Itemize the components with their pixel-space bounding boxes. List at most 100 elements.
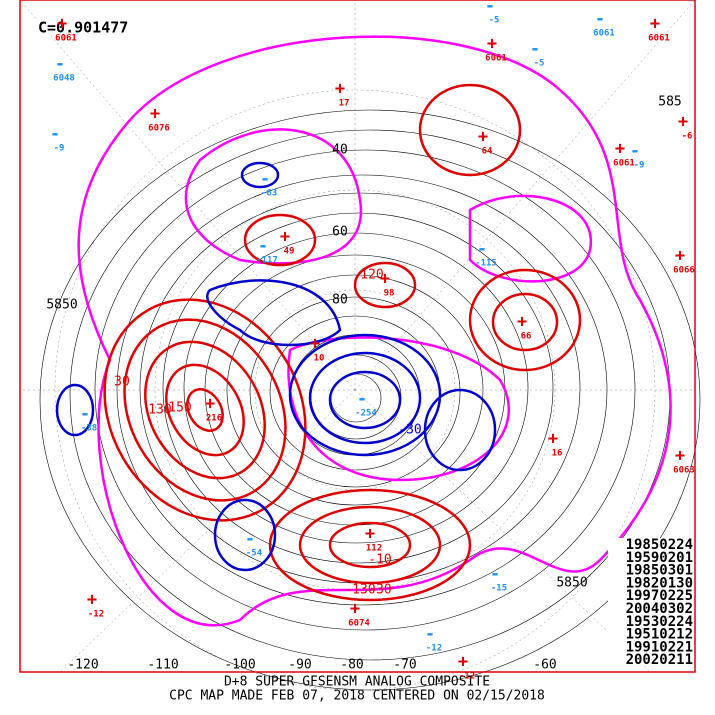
marker-label: -15: [491, 584, 507, 594]
correlation: C=0.901477: [38, 19, 128, 37]
contour-label: -10: [368, 553, 391, 568]
contour-label: -30: [398, 423, 421, 438]
contour-label: 5850: [46, 298, 77, 313]
marker-sign: +: [548, 429, 558, 449]
marker-sign: -: [490, 564, 500, 584]
marker-sign: +: [650, 14, 660, 34]
marker-label: 6074: [348, 619, 370, 629]
marker-label: -54: [246, 549, 263, 559]
analog-date: 20040302: [626, 601, 693, 617]
longitude-label: -80: [340, 658, 363, 673]
marker-sign: +: [487, 34, 497, 54]
positive-anomaly-contours: [103, 83, 582, 602]
date-box: [608, 627, 694, 641]
marker-label: 64: [482, 147, 493, 157]
marker-label: -38: [81, 424, 97, 434]
marker-sign: -: [530, 39, 540, 59]
marker-sign: -: [245, 529, 255, 549]
marker-label: 112: [366, 544, 382, 554]
marker-sign: -: [55, 54, 65, 74]
marker-label: 6048: [53, 74, 75, 84]
marker-sign: +: [150, 104, 160, 124]
marker-sign: -: [258, 236, 268, 256]
marker-sign: +: [365, 524, 375, 544]
marker-label: -5: [489, 16, 500, 26]
marker-label: 6061: [485, 54, 507, 64]
marker-sign: -: [595, 9, 605, 29]
marker-sign: +: [57, 14, 67, 34]
marker-label: -12: [459, 672, 475, 682]
date-box: [608, 614, 694, 628]
marker-sign: +: [675, 446, 685, 466]
marker-label: -115: [475, 259, 497, 269]
marker-label: -63: [261, 189, 277, 199]
marker-label: 6076: [148, 124, 170, 134]
contour-label: 80: [332, 293, 348, 308]
marker-label: -5: [534, 59, 545, 69]
longitude-label: -110: [147, 658, 178, 673]
marker-label: 49: [284, 247, 295, 257]
contour-label: 585: [658, 95, 681, 110]
marker-sign: +: [678, 112, 688, 132]
marker-label: 6061: [55, 34, 77, 44]
analog-date: 19530224: [626, 614, 693, 630]
marker-sign: +: [205, 394, 215, 414]
analog-date: 19510212: [626, 627, 693, 643]
longitude-label: -60: [533, 658, 556, 673]
footer-subtitle: CPC MAP MADE FEB 07, 2018 CENTERED ON 02…: [169, 689, 545, 704]
marker-label: 6061: [648, 34, 670, 44]
contour-label: 120: [360, 268, 383, 283]
marker-label: 17: [339, 99, 350, 109]
marker-label: 16: [552, 449, 563, 459]
marker-label: 10: [314, 354, 325, 364]
marker-sign: -: [80, 404, 90, 424]
marker-label: 6063: [673, 466, 695, 476]
marker-sign: -: [357, 389, 367, 409]
marker-label: 216: [206, 414, 222, 424]
contour-label: 60: [332, 225, 348, 240]
marker-sign: +: [335, 79, 345, 99]
date-box: [608, 640, 694, 654]
marker-label: 66: [521, 332, 532, 342]
analog-date: 19910221: [626, 639, 693, 655]
longitude-label: -100: [224, 658, 255, 673]
marker-sign: +: [280, 227, 290, 247]
marker-sign: -: [630, 141, 640, 161]
contour-label: 40: [332, 143, 348, 158]
marker-sign: -: [425, 624, 435, 644]
marker-sign: -: [260, 169, 270, 189]
labels: 1985022419590201198503011982013019970225…: [46, 0, 695, 682]
marker-sign: +: [310, 334, 320, 354]
contour-label: -30: [368, 583, 391, 598]
marker-label: 6061: [613, 159, 635, 169]
longitude-label: -120: [67, 658, 98, 673]
map-frame: [19, 0, 696, 673]
marker-label: 6061: [593, 29, 615, 39]
marker-label: -254: [355, 409, 377, 419]
contour-label: 150: [168, 401, 191, 416]
date-box: [608, 550, 694, 564]
date-box: [608, 653, 694, 667]
analog-date: 19850301: [626, 563, 693, 579]
marker-sign: +: [675, 246, 685, 266]
contour-label: 5850: [556, 576, 587, 591]
contour-label: -130: [344, 583, 375, 598]
marker-sign: +: [350, 599, 360, 619]
marker-sign: +: [458, 652, 468, 672]
correlation-box: [35, 20, 145, 36]
contour-label: 30: [114, 375, 130, 390]
marker-label: -117: [256, 256, 278, 266]
negative-anomaly-contours: [55, 161, 497, 572]
marker-label: -6: [682, 132, 693, 142]
marker-label: 98: [384, 289, 395, 299]
analog-date: 20020211: [626, 652, 693, 668]
analog-date: 19590201: [626, 550, 693, 566]
marker-sign: +: [380, 269, 390, 289]
longitude-label: -90: [288, 658, 311, 673]
marker-sign: -: [50, 124, 60, 144]
marker-sign: +: [87, 590, 97, 610]
footer-title: D+8 SUPER GFSENSM ANALOG COMPOSITE: [224, 675, 490, 690]
date-box: [608, 589, 694, 603]
